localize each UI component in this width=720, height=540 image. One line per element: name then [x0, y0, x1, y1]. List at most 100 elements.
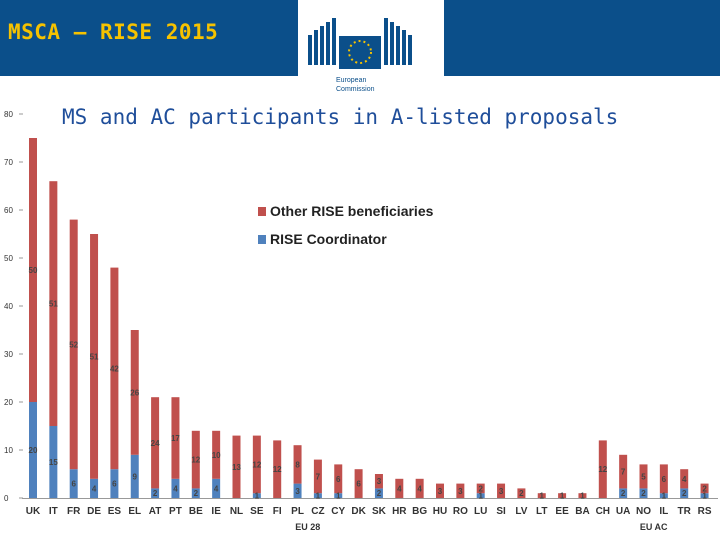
- data-label-coordinator: 4: [173, 484, 178, 493]
- data-label-coordinator: 4: [92, 484, 97, 493]
- data-label-beneficiaries: 1: [580, 492, 585, 501]
- european-commission-logo: European Commission: [298, 0, 444, 100]
- data-label-beneficiaries: 4: [682, 475, 687, 484]
- header-title: MSCA – RISE 2015: [8, 20, 219, 44]
- data-label-beneficiaries: 26: [130, 388, 139, 397]
- data-label-beneficiaries: 2: [702, 484, 707, 493]
- data-label-coordinator: 1: [255, 492, 260, 501]
- bar-coordinator: [313, 493, 322, 498]
- bar-beneficiaries: [619, 454, 628, 489]
- bar-coordinator: [29, 402, 37, 498]
- data-label-beneficiaries: 12: [252, 460, 261, 469]
- data-label-beneficiaries: 1: [560, 492, 565, 501]
- bar-coordinator: [252, 493, 261, 498]
- data-label-coordinator: 1: [478, 492, 483, 501]
- data-label-coordinator: 2: [621, 489, 626, 498]
- group-label: EU AC: [640, 522, 668, 532]
- y-tick-label: 70: [4, 158, 13, 167]
- y-tick-label: 80: [4, 110, 13, 119]
- data-label-coordinator: 6: [71, 480, 76, 489]
- data-label-coordinator: 2: [153, 489, 158, 498]
- x-tick-label: ES: [108, 506, 122, 517]
- x-tick-label: TR: [678, 506, 692, 517]
- data-label-coordinator: 1: [316, 492, 321, 501]
- bar-beneficiaries: [69, 219, 78, 470]
- bar-coordinator: [374, 488, 383, 498]
- data-label-coordinator: 2: [641, 489, 646, 498]
- bar-beneficiaries: [558, 493, 567, 498]
- data-label-coordinator: 2: [682, 489, 687, 498]
- x-tick-label: RO: [453, 506, 468, 517]
- bar-beneficiaries: [598, 440, 607, 498]
- data-label-beneficiaries: 7: [621, 468, 626, 477]
- chart-title: MS and AC participants in A-listed propo…: [62, 105, 619, 129]
- legend-swatch-beneficiaries: [258, 207, 266, 216]
- bar-coordinator: [476, 493, 485, 498]
- y-tick-label: 20: [4, 398, 13, 407]
- data-label-beneficiaries: 4: [417, 484, 422, 493]
- bar-beneficiaries: [90, 234, 99, 479]
- x-tick-label: NL: [230, 506, 243, 517]
- bar-coordinator: [130, 454, 139, 498]
- bar-beneficiaries: [395, 478, 404, 498]
- y-tick-label: 10: [4, 446, 13, 455]
- bar-coordinator: [151, 488, 160, 498]
- bar-beneficiaries: [415, 478, 424, 498]
- data-label-coordinator: 1: [336, 492, 341, 501]
- bar-coordinator: [69, 469, 78, 498]
- data-label-beneficiaries: 24: [151, 439, 160, 448]
- x-tick-label: BA: [575, 506, 589, 517]
- commission-building-icon: European Commission: [308, 18, 412, 93]
- data-label-beneficiaries: 6: [662, 475, 667, 484]
- legend-label-beneficiaries: Other RISE beneficiaries: [270, 203, 434, 219]
- data-label-beneficiaries: 1: [540, 492, 545, 501]
- bar-beneficiaries: [29, 138, 37, 402]
- x-tick-label: EL: [128, 506, 141, 517]
- x-tick-label: CY: [331, 506, 345, 517]
- data-label-beneficiaries: 42: [110, 364, 119, 373]
- y-tick-label: 60: [4, 206, 13, 215]
- x-tick-label: IT: [49, 506, 58, 517]
- bar-beneficiaries: [517, 488, 526, 498]
- bar-beneficiaries: [252, 435, 261, 494]
- data-label-beneficiaries: 5: [641, 472, 646, 481]
- bar-beneficiaries: [171, 397, 180, 479]
- data-label-coordinator: 6: [112, 480, 117, 489]
- x-tick-label: RS: [698, 506, 712, 517]
- bar-coordinator: [212, 478, 221, 498]
- stacked-bar-chart: 01020304050607080UK2050IT1551FR652DE451E…: [4, 110, 718, 532]
- group-label: EU 28: [295, 522, 320, 532]
- x-tick-label: SI: [496, 506, 506, 517]
- data-label-beneficiaries: 3: [438, 487, 443, 496]
- x-tick-label: UA: [616, 506, 630, 517]
- data-label-beneficiaries: 50: [29, 266, 38, 275]
- bar-beneficiaries: [273, 440, 282, 498]
- x-tick-label: CH: [596, 506, 610, 517]
- bar-beneficiaries: [293, 445, 302, 484]
- bar-beneficiaries: [334, 464, 343, 494]
- y-tick-label: 50: [4, 254, 13, 263]
- bar-beneficiaries: [456, 483, 465, 498]
- bar-beneficiaries: [659, 464, 668, 494]
- data-label-beneficiaries: 13: [232, 463, 241, 472]
- bar-coordinator: [110, 469, 119, 498]
- data-label-beneficiaries: 10: [212, 451, 221, 460]
- data-label-beneficiaries: 3: [458, 487, 463, 496]
- bar-coordinator: [639, 488, 648, 498]
- y-tick-label: 0: [4, 494, 9, 503]
- bar-beneficiaries: [212, 430, 221, 479]
- legend-swatch-coordinator: [258, 235, 266, 244]
- y-tick-label: 40: [4, 302, 13, 311]
- bar-beneficiaries: [110, 267, 119, 470]
- legend-label-coordinator: RISE Coordinator: [270, 231, 387, 247]
- data-label-coordinator: 4: [214, 484, 219, 493]
- bar-coordinator: [293, 483, 302, 498]
- x-tick-label: DK: [351, 506, 366, 517]
- data-label-beneficiaries: 51: [49, 300, 58, 309]
- x-tick-label: LT: [536, 506, 547, 517]
- bar-coordinator: [700, 493, 709, 498]
- x-tick-label: BG: [412, 506, 427, 517]
- x-tick-label: PT: [169, 506, 182, 517]
- x-tick-label: EE: [555, 506, 569, 517]
- bar-beneficiaries: [232, 435, 241, 498]
